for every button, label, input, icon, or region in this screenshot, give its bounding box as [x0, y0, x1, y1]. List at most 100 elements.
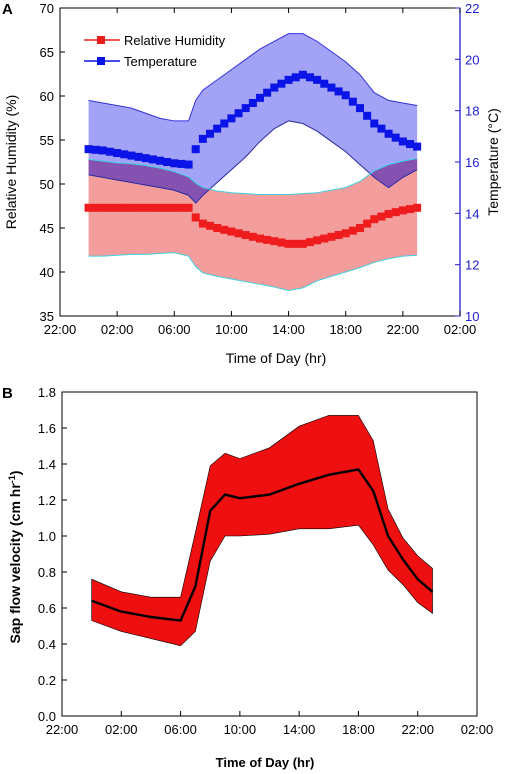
humidity-series: [84, 203, 422, 248]
data-point: [348, 97, 357, 106]
data-point: [327, 232, 336, 241]
data-point: [377, 212, 386, 221]
data-point: [177, 203, 186, 212]
data-point: [120, 203, 129, 212]
data-point: [370, 215, 379, 224]
panel-b-x-axis-label: Time of Day (hr): [216, 755, 315, 770]
panel-b-band: [91, 415, 433, 647]
data-point: [284, 239, 293, 248]
y-tick-label: 0.8: [38, 565, 56, 580]
x-tick-label: 22:00: [401, 722, 434, 737]
data-point: [334, 87, 343, 96]
data-point: [413, 142, 422, 151]
y2-tick-label: 18: [465, 104, 479, 119]
data-point: [141, 203, 150, 212]
data-point: [241, 104, 250, 113]
x-tick-label: 02:00: [444, 322, 477, 337]
data-point: [270, 83, 279, 92]
y-tick-label: 1.4: [38, 457, 56, 472]
data-point: [306, 238, 314, 247]
data-point: [213, 224, 222, 232]
data-point: [341, 91, 350, 100]
humidity-lower-edge: [88, 252, 418, 291]
x-tick-label: 06:00: [164, 722, 197, 737]
x-tick-label: 02:00: [101, 322, 134, 337]
sap-flow-mean-line: [91, 468, 434, 622]
humidity-upper-edge: [88, 157, 418, 196]
data-point: [106, 203, 114, 212]
data-point: [198, 134, 207, 143]
data-point: [127, 151, 136, 160]
y-tick-label: 50: [40, 177, 54, 192]
data-point: [298, 239, 307, 248]
y-tick-label: 35: [40, 309, 54, 324]
panel-b-series: [91, 468, 434, 622]
data-point: [98, 203, 107, 212]
data-point: [148, 203, 157, 212]
panel-b-y-axis-label-superscript: -1: [7, 475, 17, 483]
x-tick-label: 14:00: [283, 722, 316, 737]
data-point: [191, 213, 200, 222]
data-point: [184, 203, 193, 212]
x-tick-label: 06:00: [158, 322, 191, 337]
panel-a-x-axis-label: Time of Day (hr): [226, 350, 327, 366]
data-point: [234, 109, 243, 118]
data-point: [356, 104, 364, 113]
y-tick-label: 0.6: [38, 601, 56, 616]
data-point: [220, 119, 229, 128]
data-point: [391, 133, 400, 142]
y-tick-label: 0.2: [38, 673, 56, 688]
y2-tick-label: 12: [465, 258, 479, 273]
x-tick-label: 18:00: [329, 322, 362, 337]
data-point: [234, 229, 243, 238]
data-point: [113, 149, 122, 158]
data-point: [413, 203, 422, 212]
x-tick-label: 10:00: [224, 722, 257, 737]
y-tick-label: 1.2: [38, 493, 56, 508]
y2-tick-label: 22: [465, 1, 479, 16]
data-point: [356, 224, 364, 232]
x-tick-label: 22:00: [387, 322, 420, 337]
data-point: [177, 159, 186, 168]
data-point: [156, 156, 164, 165]
data-point: [134, 203, 143, 212]
data-point: [134, 152, 143, 161]
data-point: [341, 229, 350, 238]
data-point: [248, 232, 257, 241]
x-tick-label: 22:00: [44, 322, 77, 337]
data-point: [148, 155, 157, 164]
data-point: [106, 147, 114, 156]
y-tick-label: 60: [40, 89, 54, 104]
data-point: [263, 235, 272, 244]
panel-b-y-axis-label-end: ): [7, 471, 23, 476]
data-point: [198, 219, 207, 228]
legend-temperature-marker: [97, 57, 105, 65]
data-point: [227, 227, 236, 236]
data-point: [298, 70, 307, 79]
panel-a-series: [84, 70, 422, 248]
data-point: [398, 206, 407, 215]
y2-tick-label: 20: [465, 52, 479, 67]
humidity-range-band: [88, 158, 418, 291]
data-point: [348, 226, 357, 235]
data-point: [384, 129, 393, 138]
data-point: [306, 73, 314, 82]
y2-tick-label: 14: [465, 206, 479, 221]
panel-a: A 22:00 02:00 06:00 10:00 14:00 18:00 22:00 02:…: [2, 1, 501, 366]
data-point: [170, 159, 179, 168]
panel-a-label: A: [2, 1, 13, 18]
temperature-lower-edge: [88, 120, 418, 204]
data-point: [263, 88, 272, 97]
data-point: [213, 124, 222, 133]
data-point: [391, 208, 400, 217]
y2-tick-label: 16: [465, 155, 479, 170]
panel-a-y-axis-label: Relative Humidity (%): [3, 95, 19, 230]
data-point: [406, 140, 414, 149]
x-tick-label: 02:00: [105, 722, 138, 737]
data-point: [320, 234, 329, 243]
y-tick-label: 0.0: [38, 709, 56, 724]
y-tick-label: 70: [40, 1, 54, 16]
data-point: [277, 79, 286, 88]
data-point: [84, 145, 93, 154]
